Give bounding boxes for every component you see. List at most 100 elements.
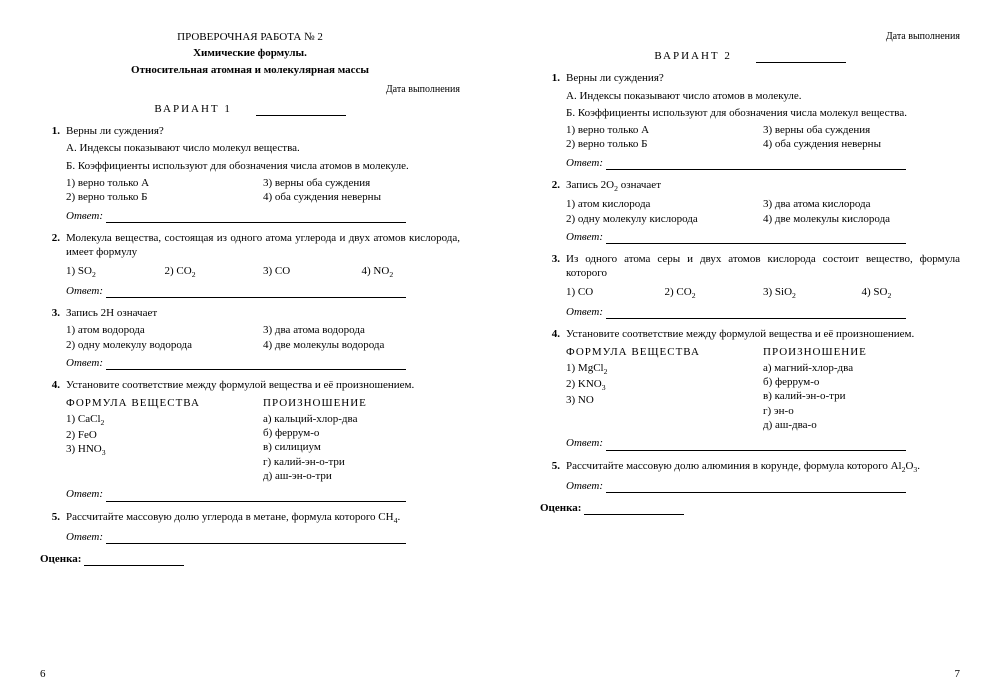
q5-answer: Ответ:: [66, 530, 460, 544]
q1r-text: Верны ли суждения?: [566, 71, 960, 85]
q1r-o2: 2) верно только Б: [566, 137, 763, 151]
q3-o3: 3) два атома водорода: [263, 323, 460, 337]
q1r-b: Б. Коэффициенты используют для обозначен…: [566, 106, 960, 120]
answer-blank: [606, 450, 906, 451]
q2r-o2: 2) одну молекулу кислорода: [566, 212, 763, 226]
q2r-o3: 3) два атома кислорода: [763, 197, 960, 211]
qnum-5r: 5.: [540, 459, 566, 495]
q4r-pb: б) феррум-о: [763, 375, 960, 389]
answer-label: Ответ:: [66, 488, 103, 500]
q4r-answer: Ответ:: [566, 436, 960, 450]
question-4: 4. Установите соответствие между формуло…: [40, 378, 460, 503]
q4r-col2-title: ПРОИЗНОШЕНИЕ: [763, 345, 960, 359]
q2-text: Молекула вещества, состоящая из одного а…: [66, 231, 460, 260]
question-3: 3. Запись 2Н означает 1) атом водорода 2…: [40, 306, 460, 372]
q1-text: Верны ли суждения?: [66, 124, 460, 138]
q3r-text: Из одного атома серы и двух атомов кисло…: [566, 252, 960, 281]
q3-text: Запись 2Н означает: [66, 306, 460, 320]
qnum-2r: 2.: [540, 178, 566, 246]
qbody-2r: Запись 2O2 означает 1) атом кислорода 2)…: [566, 178, 960, 246]
q4r-f2: 2) KNO3: [566, 377, 763, 393]
question-4r: 4. Установите соответствие между формуло…: [540, 327, 960, 452]
header-title: ПРОВЕРОЧНАЯ РАБОТА № 2: [40, 30, 460, 44]
q2-o4: 4) NO2: [362, 264, 461, 280]
q3r-o3: 3) SiO2: [763, 285, 862, 301]
question-2r: 2. Запись 2O2 означает 1) атом кислорода…: [540, 178, 960, 246]
q4r-col1-title: ФОРМУЛА ВЕЩЕСТВА: [566, 345, 763, 359]
qnum-2: 2.: [40, 231, 66, 300]
ocenka-right: Оценка:: [540, 501, 960, 515]
q1r-options: 1) верно только А 2) верно только Б 3) в…: [566, 123, 960, 152]
q4r-pc: в) калий-эн-о-три: [763, 389, 960, 403]
qbody-2: Молекула вещества, состоящая из одного а…: [66, 231, 460, 300]
q4-match: ФОРМУЛА ВЕЩЕСТВА 1) CaCl2 2) FeO 3) HNO3…: [66, 396, 460, 484]
question-5r: 5. Рассчитайте массовую долю алюминия в …: [540, 459, 960, 495]
answer-blank: [106, 543, 406, 544]
q4-pd: г) калий-эн-о-три: [263, 455, 460, 469]
answer-blank: [106, 297, 406, 298]
answer-label: Ответ:: [66, 531, 103, 543]
date-line-right: Дата выполнения: [540, 30, 960, 43]
qbody-3: Запись 2Н означает 1) атом водорода 2) о…: [66, 306, 460, 372]
q2r-o1: 1) атом кислорода: [566, 197, 763, 211]
q3-o1: 1) атом водорода: [66, 323, 263, 337]
date-blank: [756, 62, 846, 63]
q1r-answer: Ответ:: [566, 156, 960, 170]
q4-pa: а) кальций-хлор-два: [263, 412, 460, 426]
q2r-options: 1) атом кислорода 2) одну молекулу кисло…: [566, 197, 960, 226]
date-blank: [256, 115, 346, 116]
answer-blank: [606, 492, 906, 493]
q1-options: 1) верно только А 2) верно только Б 3) в…: [66, 176, 460, 205]
q4r-f1: 1) MgCl2: [566, 361, 763, 377]
q2r-o4: 4) две молекулы кислорода: [763, 212, 960, 226]
question-2: 2. Молекула вещества, состоящая из одног…: [40, 231, 460, 300]
spread: ПРОВЕРОЧНАЯ РАБОТА № 2 Химические формул…: [0, 0, 1000, 695]
qnum-1r: 1.: [540, 71, 566, 172]
ocenka-label: Оценка:: [540, 502, 581, 514]
q1-o2: 2) верно только Б: [66, 190, 263, 204]
q3-o2: 2) одну молекулу водорода: [66, 338, 263, 352]
qnum-4: 4.: [40, 378, 66, 503]
q3r-o1: 1) CO: [566, 285, 665, 301]
q4-text: Установите соответствие между формулой в…: [66, 378, 460, 392]
q4-pb: б) феррум-о: [263, 426, 460, 440]
answer-label: Ответ:: [566, 480, 603, 492]
q3-answer: Ответ:: [66, 356, 460, 370]
q4r-pe: д) аш-два-о: [763, 418, 960, 432]
answer-label: Ответ:: [66, 210, 103, 222]
q4r-pa: а) магний-хлор-два: [763, 361, 960, 375]
question-5: 5. Рассчитайте массовую долю углерода в …: [40, 510, 460, 546]
q3r-o4: 4) SO2: [862, 285, 961, 301]
q1-o3: 3) верны оба суждения: [263, 176, 460, 190]
q4r-pd: г) эн-о: [763, 404, 960, 418]
q2-options: 1) SO2 2) CO2 3) CO 4) NO2: [66, 264, 460, 280]
q3r-o2: 2) CO2: [665, 285, 764, 301]
qbody-1: Верны ли суждения? А. Индексы показывают…: [66, 124, 460, 225]
q4-col1-title: ФОРМУЛА ВЕЩЕСТВА: [66, 396, 263, 410]
ocenka-label: Оценка:: [40, 553, 81, 565]
q3r-options: 1) CO 2) CO2 3) SiO2 4) SO2: [566, 285, 960, 301]
answer-blank: [606, 318, 906, 319]
answer-label: Ответ:: [66, 285, 103, 297]
q4-pc: в) силициум: [263, 440, 460, 454]
q2r-text: Запись 2O2 означает: [566, 178, 960, 194]
variant-label: ВАРИАНТ 1: [154, 103, 232, 115]
question-1: 1. Верны ли суждения? А. Индексы показыв…: [40, 124, 460, 225]
q4r-f3: 3) NO: [566, 393, 763, 407]
q4-f2: 2) FeO: [66, 428, 263, 442]
q3-options: 1) атом водорода 2) одну молекулу водоро…: [66, 323, 460, 352]
header-subtitle2: Относительная атомная и молекулярная мас…: [40, 63, 460, 77]
q1r-a: А. Индексы показывают число атомов в мол…: [566, 89, 960, 103]
q5r-answer: Ответ:: [566, 479, 960, 493]
ocenka-blank: [584, 514, 684, 515]
answer-blank: [606, 169, 906, 170]
answer-blank: [606, 243, 906, 244]
date-label: Дата выполнения: [386, 84, 460, 95]
q5-text: Рассчитайте массовую долю углерода в мет…: [66, 510, 460, 526]
page-right: Дата выполнения ВАРИАНТ 2 1. Верны ли су…: [500, 0, 1000, 695]
page-left: ПРОВЕРОЧНАЯ РАБОТА № 2 Химические формул…: [0, 0, 500, 695]
q2r-answer: Ответ:: [566, 230, 960, 244]
q3r-answer: Ответ:: [566, 305, 960, 319]
qnum-5: 5.: [40, 510, 66, 546]
variant-label: ВАРИАНТ 2: [654, 50, 732, 62]
